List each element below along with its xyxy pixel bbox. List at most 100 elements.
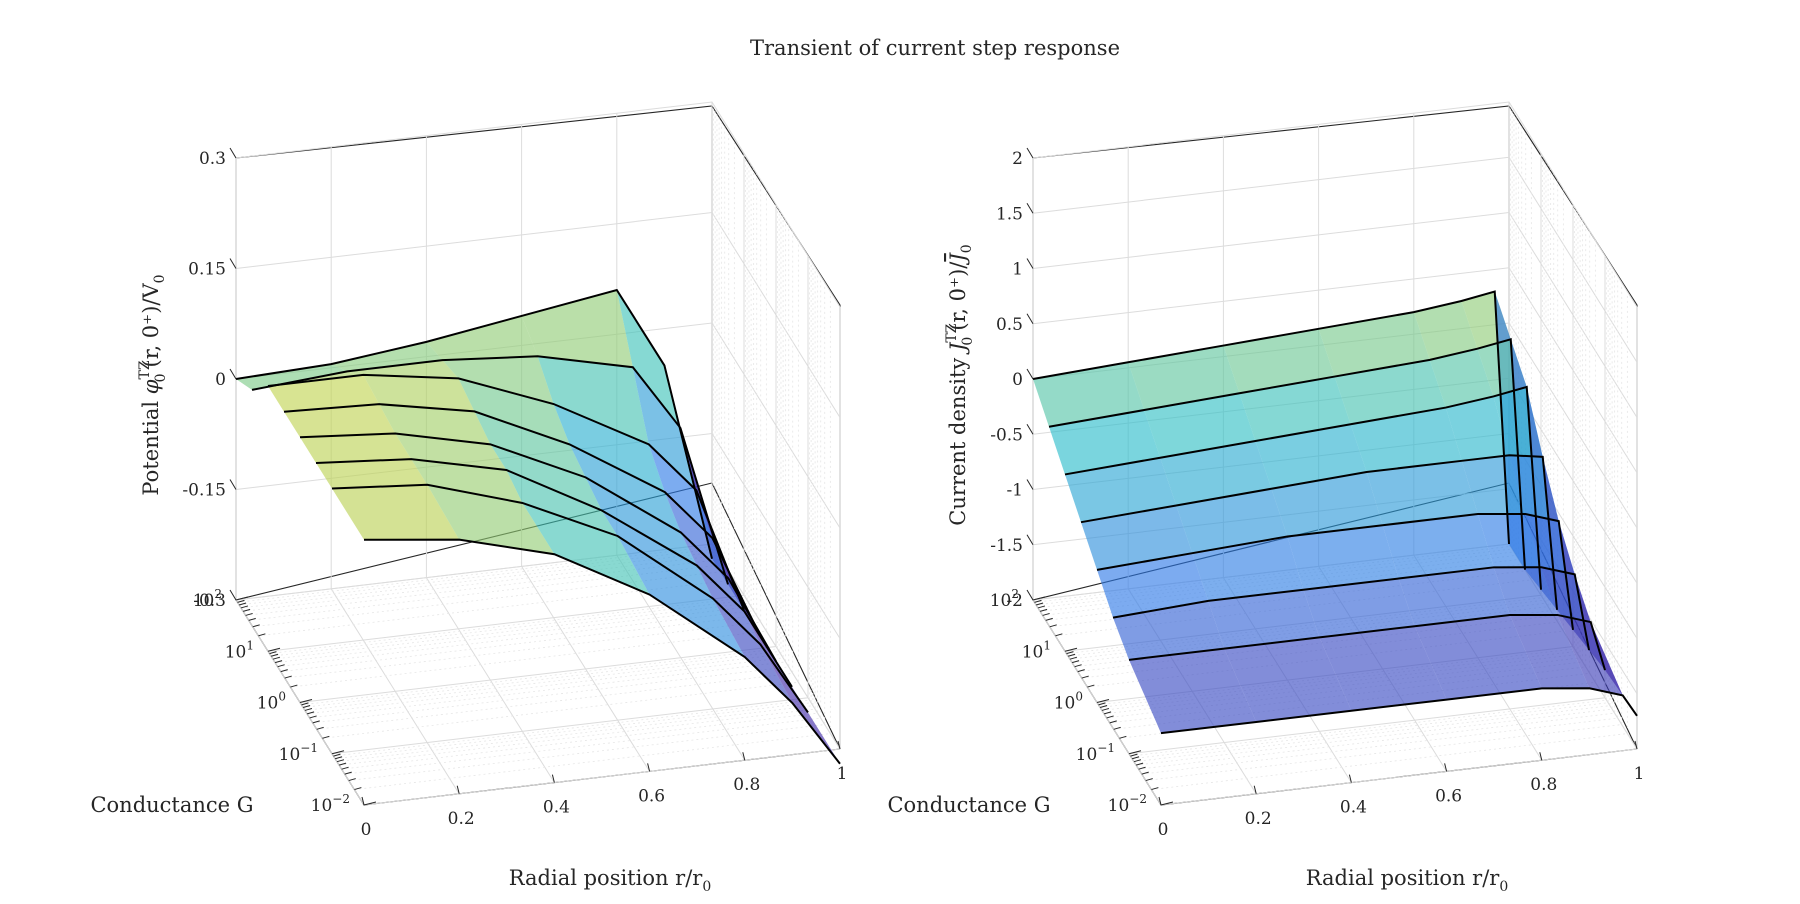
y-minor-tick — [1069, 656, 1078, 660]
y-minor-tick — [1066, 651, 1074, 655]
y-minor-tick — [1071, 660, 1080, 664]
surface-patch — [616, 290, 681, 428]
y-minor-tick — [1113, 726, 1121, 730]
x-tick — [1539, 752, 1543, 761]
z-tick-label: 1 — [1012, 260, 1023, 280]
y-tick-label: 101 — [225, 638, 254, 662]
surface-patch — [1192, 536, 1304, 601]
z-tick — [1026, 313, 1034, 325]
y-minor-tick — [333, 753, 341, 757]
y-tick-label: 102 — [990, 587, 1019, 611]
surface-patch — [395, 433, 507, 471]
x-tick-label: 0.2 — [1245, 809, 1272, 829]
y-minor-tick — [334, 756, 343, 760]
y-minor-tick — [304, 707, 313, 711]
surface-patch — [1334, 359, 1446, 425]
x-tick-label: 0 — [1158, 820, 1169, 840]
series-curve — [251, 355, 729, 585]
x-tick-label: 0.4 — [1340, 798, 1367, 818]
surface-patch — [1208, 589, 1320, 649]
y-minor-tick — [306, 711, 315, 715]
z-tick — [229, 589, 237, 601]
z-tick — [229, 479, 237, 490]
y-tick — [1064, 647, 1078, 652]
surface-patch — [1081, 505, 1193, 570]
y-minor-tick — [336, 759, 345, 763]
y-minor-tick — [1141, 771, 1149, 775]
z-tick-label: 2 — [1012, 149, 1023, 169]
y-minor-tick — [269, 651, 277, 655]
x-tick — [742, 752, 746, 761]
z-tick-label: -0.3 — [193, 591, 226, 611]
x-axis-label: Radial position r/r0 — [1306, 866, 1509, 895]
y-minor-tick — [242, 608, 251, 612]
surface-patch — [347, 360, 459, 379]
y-tick — [1032, 596, 1046, 601]
y-minor-tick — [240, 605, 249, 609]
x-tick — [551, 774, 555, 783]
surface-patch — [490, 444, 602, 511]
surface-patch — [1509, 614, 1590, 689]
x-tick-label: 1 — [837, 764, 848, 784]
y-minor-tick — [1035, 602, 1044, 606]
y-minor-tick — [238, 602, 247, 606]
y-minor-tick — [1109, 720, 1117, 724]
surface-patch — [1271, 472, 1383, 537]
surface-patch — [1255, 424, 1367, 489]
y-minor-tick — [272, 656, 281, 660]
y-tick — [1096, 699, 1110, 703]
x-tick — [456, 785, 460, 794]
surface-patch — [1287, 525, 1399, 590]
y-minor-tick — [1039, 608, 1048, 612]
y-minor-tick — [1145, 778, 1153, 782]
y-minor-tick — [354, 787, 362, 791]
y-minor-tick — [1119, 735, 1127, 739]
surface-patch — [1398, 567, 1510, 627]
series-curve — [1128, 613, 1606, 671]
y-minor-tick — [1101, 707, 1110, 711]
y-minor-tick — [322, 735, 330, 739]
x-tick — [647, 763, 651, 772]
y-minor-tick — [344, 771, 352, 775]
surface-patch — [1160, 441, 1272, 506]
y-tick-label: 102 — [193, 587, 222, 611]
y-tick-label: 10−1 — [279, 741, 318, 765]
surface-patch — [1493, 567, 1558, 616]
z-gridline — [235, 101, 841, 308]
tick-labels: -0.3 -0.15 0 0.15 0.3 0 0.2 0.4 0.6 0.8 1 10−2 10−1 1… — [182, 147, 848, 840]
surface-patch — [332, 484, 460, 540]
series-curve — [283, 403, 761, 637]
surface-patch — [316, 459, 428, 489]
y-minor-tick — [237, 599, 245, 603]
y-minor-tick — [290, 684, 298, 688]
y-tick — [1160, 801, 1174, 806]
y-minor-tick — [245, 612, 253, 616]
surface-patch — [648, 444, 713, 539]
y-minor-tick — [316, 726, 324, 730]
series-curve — [1064, 385, 1542, 590]
surface-patch — [458, 378, 570, 445]
y-minor-tick — [1049, 624, 1057, 628]
x-tick-label: 0.8 — [1530, 775, 1557, 795]
surface-patch — [363, 374, 475, 412]
y-minor-tick — [277, 664, 285, 668]
series-curve — [1032, 290, 1510, 545]
y-gridline — [299, 204, 777, 703]
tick-labels: -2 -1.5 -1 -0.5 0 0.5 1 1.5 2 0 0.2 0.4 0.6 0.8 1 10−2 1… — [990, 147, 1644, 840]
y-minor-tick — [1099, 704, 1108, 708]
z-tick — [1026, 258, 1034, 269]
surface-patch — [1382, 514, 1494, 579]
y-tick — [299, 699, 313, 703]
x-tick-label: 0.4 — [543, 798, 570, 818]
y-minor-tick — [1098, 702, 1106, 706]
y-minor-tick — [1042, 612, 1050, 616]
y-minor-tick — [1037, 605, 1046, 609]
z-tick-label: -0.15 — [182, 481, 226, 501]
y-minor-tick — [1138, 766, 1146, 770]
surface-patch — [617, 535, 745, 658]
surface-patch — [1303, 578, 1415, 638]
y-tick — [235, 596, 249, 601]
y-minor-tick — [301, 702, 309, 706]
y-minor-tick — [338, 762, 347, 766]
z-tick-label: 0 — [1012, 370, 1023, 390]
